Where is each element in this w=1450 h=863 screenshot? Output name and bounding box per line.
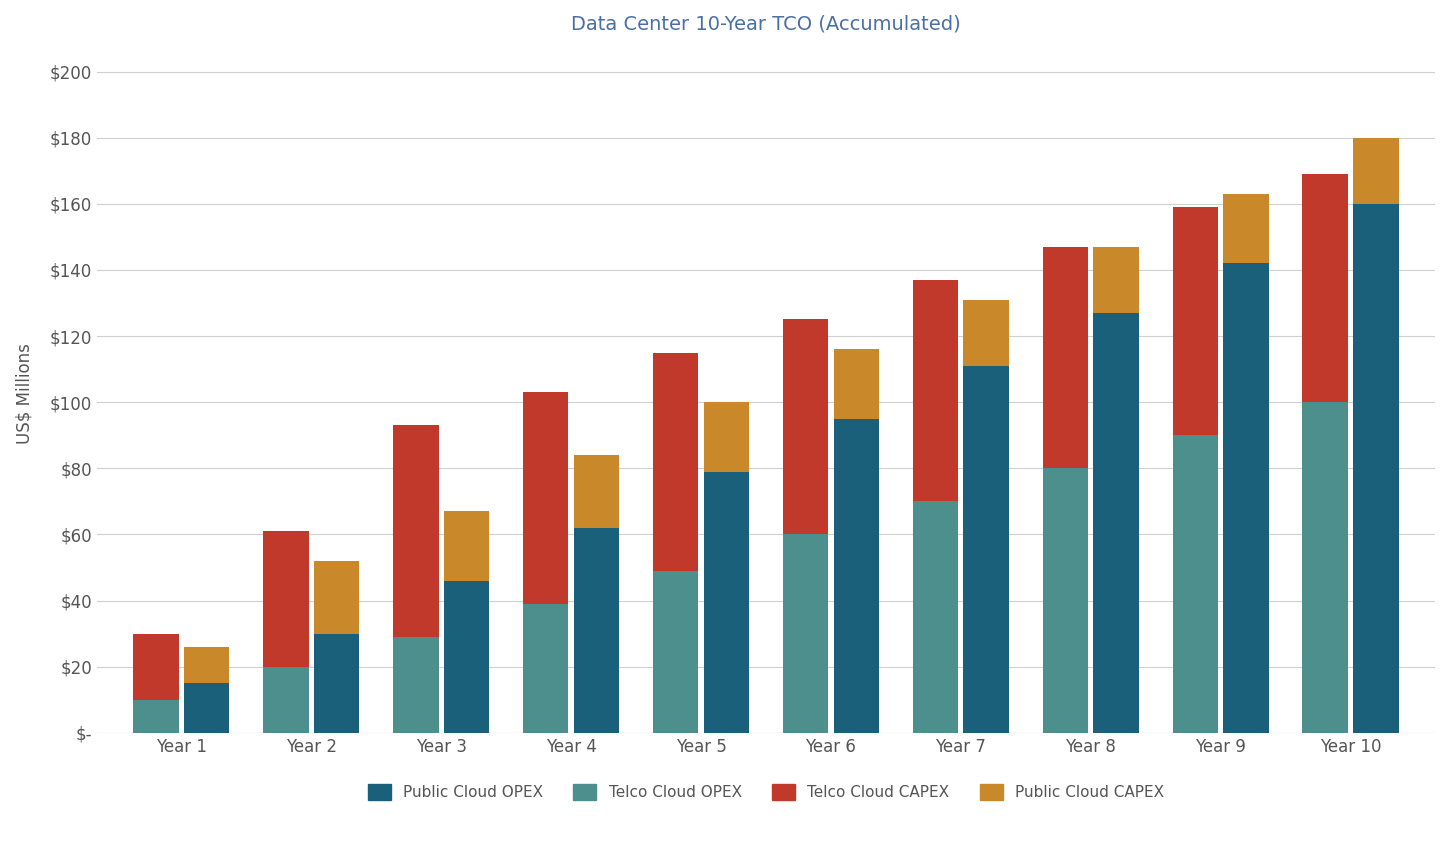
Bar <box>393 425 438 637</box>
Bar <box>1093 313 1138 733</box>
Bar <box>184 683 229 733</box>
Bar <box>912 501 958 733</box>
Bar <box>703 402 750 471</box>
Bar <box>574 528 619 733</box>
Bar <box>1224 263 1269 733</box>
Bar <box>313 633 360 733</box>
Bar <box>1302 174 1349 402</box>
Bar <box>1224 194 1269 263</box>
Bar <box>444 581 489 733</box>
Bar <box>264 666 309 733</box>
Bar <box>574 455 619 528</box>
Bar <box>963 299 1009 366</box>
Bar <box>133 633 178 700</box>
Bar <box>1353 138 1399 204</box>
Bar <box>834 419 879 733</box>
Bar <box>783 534 828 733</box>
Y-axis label: US$ Millions: US$ Millions <box>14 343 33 444</box>
Bar <box>652 353 699 570</box>
Bar <box>1043 469 1088 733</box>
Bar <box>703 471 750 733</box>
Bar <box>1043 247 1088 469</box>
Legend: Public Cloud OPEX, Telco Cloud OPEX, Telco Cloud CAPEX, Public Cloud CAPEX: Public Cloud OPEX, Telco Cloud OPEX, Tel… <box>361 778 1170 806</box>
Bar <box>652 570 699 733</box>
Title: Data Center 10-Year TCO (Accumulated): Data Center 10-Year TCO (Accumulated) <box>571 15 961 34</box>
Bar <box>963 366 1009 733</box>
Bar <box>444 511 489 581</box>
Bar <box>912 280 958 501</box>
Bar <box>523 604 568 733</box>
Bar <box>1302 402 1349 733</box>
Bar <box>834 350 879 419</box>
Bar <box>1173 435 1218 733</box>
Bar <box>133 700 178 733</box>
Bar <box>523 392 568 604</box>
Bar <box>393 637 438 733</box>
Bar <box>1093 247 1138 313</box>
Bar <box>1173 207 1218 435</box>
Bar <box>184 646 229 683</box>
Bar <box>264 531 309 666</box>
Bar <box>783 319 828 534</box>
Bar <box>313 561 360 633</box>
Bar <box>1353 204 1399 733</box>
